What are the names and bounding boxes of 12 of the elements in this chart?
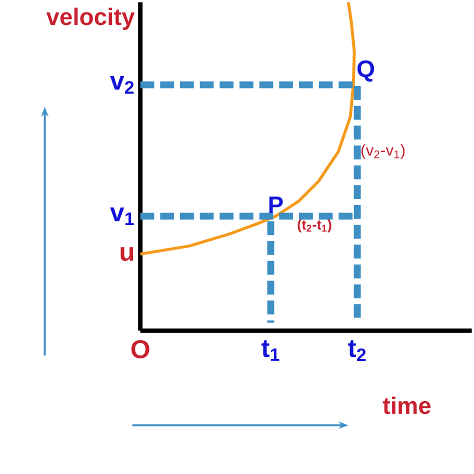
y-tick-label: u bbox=[120, 247, 134, 261]
x-tick-label: t$_{1}$ bbox=[261, 340, 280, 361]
x-tick-label: O bbox=[131, 340, 150, 358]
x-tick-label: t$_{2}$ bbox=[348, 340, 366, 362]
x-axis-title: time bbox=[382, 396, 431, 414]
y-tick-label: v$_{1}$ bbox=[110, 207, 134, 225]
annotation: (t$_{2}$-t$_{1}$) bbox=[298, 219, 332, 232]
annotation: Q bbox=[357, 60, 374, 82]
annotation: P bbox=[269, 196, 283, 214]
y-axis-title: velocity bbox=[46, 8, 135, 30]
y-tick-label: v$_{2}$ bbox=[110, 76, 134, 94]
annotation: (v$_{2}$-v$_{1}$) bbox=[361, 144, 405, 159]
